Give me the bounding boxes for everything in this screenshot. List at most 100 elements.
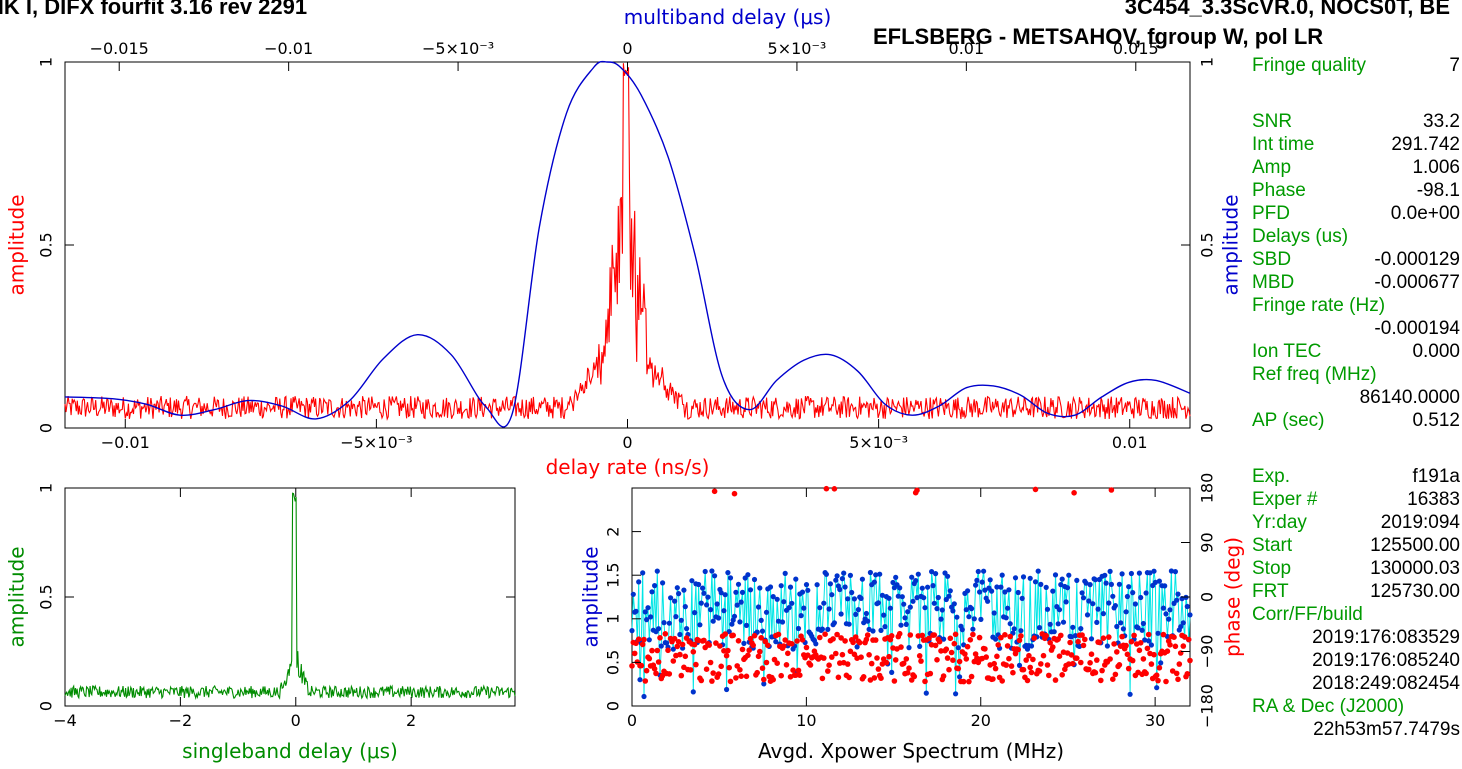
xpower-amplitude-point [645,605,651,611]
xpower-amplitude-point [1130,590,1136,596]
xpower-amplitude-point [917,643,923,650]
fringe-quality-row: Fringe quality 7 [1252,54,1460,78]
xpower-amplitude-point [641,693,647,700]
xpower-phase-point [842,638,848,644]
xpower-phase-point [886,653,892,660]
xpower-phase-point [671,635,678,642]
xpower-amplitude-point [652,583,658,589]
xpower-phase-point [825,668,831,674]
xpower-amplitude-point [1047,621,1053,627]
xpower-amplitude-point [1084,612,1091,618]
xpower-amplitude-point [865,618,871,624]
xpower-amplitude-point [1106,600,1112,606]
xpower-phase-point [734,663,740,669]
xpower-phase-point [1002,632,1008,638]
start-value: 125500.00 [1370,535,1460,556]
xpower-phase-point [1155,677,1161,684]
xpower-phase-point [643,667,650,674]
xpower-amplitude-point [1094,619,1100,626]
xpower-amplitude-point [903,621,909,628]
xpower-phase-point [745,652,751,659]
xpower-phase-point [670,658,677,664]
xpower-amplitude-point [673,614,679,620]
xpower-phase-point [956,658,963,665]
xpower-amplitude-point [700,585,706,591]
xpower-amplitude-point [1166,616,1172,622]
xpower-phase-point [990,676,996,682]
delay-rate-xticks-label: 5×10⁻³ [849,433,908,452]
xpower-phase-point [871,675,878,681]
xpower-amplitude-point [1154,685,1160,691]
delay-rate-series-line [64,63,1191,421]
xpower-amplitude-point [842,584,848,590]
xpower-amplitude-point [1108,581,1114,588]
yr-day-label: Yr:day [1252,512,1307,533]
xpower-phase-point [1052,677,1059,683]
multiband-yticks-label: 0.5 [1198,232,1217,257]
multiband-xticks-label: 0.015 [1113,39,1159,58]
xpower-amplitude-point [999,572,1005,578]
xpower-phase-point [739,646,746,653]
xpower-amplitude-point [716,615,722,621]
xpower-amplitude-point [1002,589,1008,595]
xpower-amplitude-point [873,572,879,578]
xpower-amplitude-point [906,645,912,651]
xpower-amplitude-point [871,579,878,585]
xpower-amplitude-point [1019,595,1025,602]
xpower-phase-point [723,652,730,659]
xpower-phase-point [789,641,795,647]
xpower-amplitude-point [681,587,687,593]
xpower-phase-point [803,644,810,651]
xpower-phase-point [883,659,890,666]
sbd-row: SBD -0.000129 [1252,248,1460,272]
xpower-amplitude-point [925,584,931,590]
xpower-phase-point [1027,664,1033,671]
xpower-phase-point [653,670,659,677]
xpower-phase-point [875,666,882,672]
xpower-phase-point [703,666,710,672]
singleband-series-line [64,492,516,701]
xpower-phase-point [794,638,800,644]
xpower-phase-point [1111,641,1117,647]
xpower-amplitude-point [1035,568,1041,574]
xpower-phase-point [918,658,924,664]
xpower-phase-point [727,678,734,685]
xpower-amplitude-point [905,609,911,615]
xpower-y2ticks-label: 180 [1198,473,1217,504]
xpower-amplitude-point [1175,591,1181,597]
xpower-phase-point [793,672,799,678]
xpower-amplitude-point [953,691,959,697]
xpower-phase-point [717,643,723,649]
xpower-phase-point [725,647,731,654]
xpower-amplitude-point [1038,581,1044,588]
xpower-amplitude-point [1005,605,1011,611]
fringe-rate-value: -0.000194 [1374,318,1460,339]
frt-label: FRT [1252,581,1289,602]
xpower-phase-point [1079,632,1085,638]
xpower-amplitude-point [630,591,636,597]
xpower-amplitude-point [863,610,870,617]
xpower-amplitude-point [973,582,979,588]
int-time-label: Int time [1252,134,1315,155]
xpower-amplitude-point [1087,582,1093,588]
xpower-amplitude-point [826,606,832,612]
xpower-amplitude-point [1142,637,1148,643]
xpower-phase-point [948,649,955,656]
xpower-amplitude-point [1068,634,1075,640]
xpower-amplitude-point [1012,575,1019,581]
xpower-phase-point [821,655,827,661]
xpower-amplitude-point [1056,607,1063,613]
xpower-phase-point [946,666,952,673]
xpower-amplitude-point [793,576,799,582]
xpower-phase-point [655,659,662,665]
xpower-phase-point [679,641,686,648]
xpower-phase-point [770,676,776,683]
xpower-phase-point [1119,633,1125,640]
xpower-phase-point [715,671,722,677]
xpower-phase-point [1044,662,1051,668]
amp-value: 1.006 [1412,157,1460,178]
xpower-amplitude-point [668,595,674,601]
xpower-amplitude-point [1127,691,1133,697]
xpower-phase-point [718,663,724,670]
xpower-amplitude-point [672,598,678,604]
